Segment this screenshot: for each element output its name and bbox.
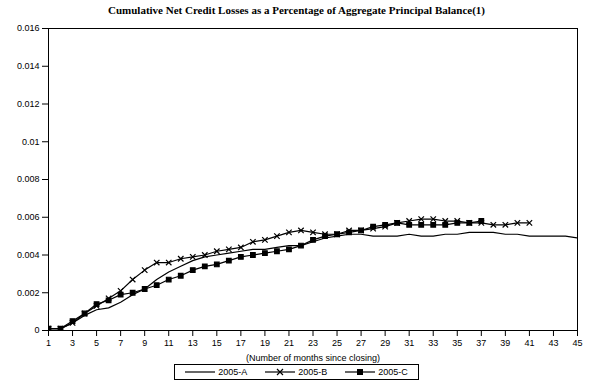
- svg-text:29: 29: [380, 338, 390, 348]
- svg-text:0: 0: [34, 325, 39, 335]
- svg-text:23: 23: [308, 338, 318, 348]
- svg-text:33: 33: [428, 338, 438, 348]
- svg-text:1: 1: [46, 338, 51, 348]
- svg-text:37: 37: [476, 338, 486, 348]
- svg-text:15: 15: [212, 338, 222, 348]
- svg-text:0.012: 0.012: [17, 99, 40, 109]
- svg-text:9: 9: [142, 338, 147, 348]
- html-text:2005-B: 2005-B: [298, 367, 328, 377]
- svg-text:(Number of months since closin: (Number of months since closing): [246, 353, 380, 363]
- html-text:2005-C: 2005-C: [378, 367, 408, 377]
- svg-text:11: 11: [164, 338, 173, 348]
- html-text:2005-A: 2005-A: [218, 367, 248, 377]
- svg-text:35: 35: [452, 338, 462, 348]
- svg-text:0.01: 0.01: [22, 137, 40, 147]
- html-text:Cumulative Net Credit Losses a: Cumulative Net Credit Losses as a Percen…: [108, 4, 485, 16]
- svg-text:0.014: 0.014: [17, 61, 40, 71]
- svg-text:19: 19: [260, 338, 270, 348]
- svg-text:17: 17: [236, 338, 246, 348]
- svg-text:27: 27: [356, 338, 366, 348]
- svg-text:43: 43: [548, 338, 558, 348]
- svg-text:45: 45: [572, 338, 582, 348]
- svg-text:21: 21: [284, 338, 294, 348]
- svg-text:7: 7: [118, 338, 123, 348]
- svg-text:0.016: 0.016: [17, 23, 40, 33]
- svg-text:31: 31: [404, 338, 414, 348]
- svg-text:5: 5: [94, 338, 99, 348]
- svg-text:0.006: 0.006: [17, 212, 40, 222]
- svg-text:41: 41: [524, 338, 534, 348]
- svg-text:25: 25: [332, 338, 342, 348]
- svg-text:0.004: 0.004: [17, 250, 40, 260]
- svg-text:3: 3: [70, 338, 75, 348]
- svg-text:39: 39: [500, 338, 510, 348]
- svg-text:0.008: 0.008: [17, 174, 40, 184]
- svg-text:13: 13: [188, 338, 198, 348]
- svg-text:0.002: 0.002: [17, 288, 40, 298]
